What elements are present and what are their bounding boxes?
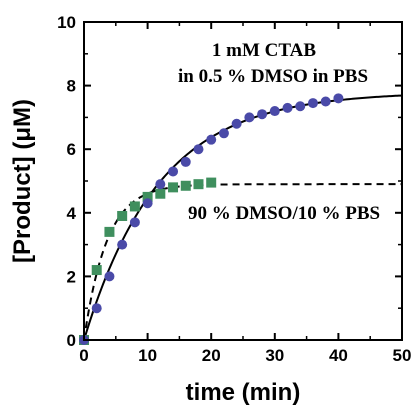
annotation-ctab-line1: 1 mM CTAB bbox=[212, 40, 316, 61]
x-tick-label: 30 bbox=[265, 346, 284, 365]
data-point-series-1 bbox=[117, 239, 128, 250]
data-point-series-1 bbox=[269, 106, 280, 117]
data-point-series-2 bbox=[91, 265, 102, 276]
fit-curve-series-1 bbox=[83, 94, 403, 341]
y-tick-label: 8 bbox=[67, 77, 76, 96]
data-point-series-2 bbox=[104, 226, 115, 237]
data-point-series-1 bbox=[333, 93, 344, 104]
data-point-series-1 bbox=[307, 98, 318, 109]
y-tick-label: 0 bbox=[67, 331, 76, 350]
data-point-series-1 bbox=[104, 271, 115, 282]
data-point-series-2 bbox=[129, 201, 140, 212]
data-point-series-1 bbox=[206, 134, 217, 145]
x-tick-label: 50 bbox=[393, 346, 412, 365]
plot-frame bbox=[83, 21, 403, 341]
data-point-series-1 bbox=[91, 303, 102, 314]
x-axis-title: time (min) bbox=[186, 379, 301, 406]
data-point-series-1 bbox=[282, 102, 293, 113]
data-point-series-2 bbox=[193, 179, 204, 190]
x-tick-label: 20 bbox=[202, 346, 221, 365]
annotation-dmso: 90 % DMSO/10 % PBS bbox=[188, 203, 380, 224]
data-point-series-1 bbox=[257, 109, 268, 120]
data-point-series-1 bbox=[129, 217, 140, 228]
y-tick-label: 4 bbox=[67, 204, 77, 223]
y-tick-label: 10 bbox=[57, 13, 76, 32]
data-point-series-1 bbox=[155, 179, 166, 190]
y-tick-labels: 0 2 4 6 8 10 bbox=[57, 13, 76, 350]
y-axis-title: [Product] (μM) bbox=[9, 99, 36, 263]
data-point-series-2 bbox=[142, 191, 153, 202]
data-point-series-1 bbox=[180, 156, 191, 167]
data-point-series-1 bbox=[231, 118, 242, 129]
data-point-series-2 bbox=[180, 180, 191, 191]
x-tick-label: 10 bbox=[138, 346, 157, 365]
x-tick-label: 40 bbox=[329, 346, 348, 365]
data-point-series-2 bbox=[155, 188, 166, 199]
data-point-series-2 bbox=[206, 177, 217, 188]
x-tick-label: 0 bbox=[79, 346, 88, 365]
data-point-series-1 bbox=[168, 166, 179, 177]
y-tick-label: 6 bbox=[67, 140, 76, 159]
data-point-series-1 bbox=[295, 101, 306, 112]
data-point-series-1 bbox=[218, 128, 229, 139]
x-tick-labels: 0 10 20 30 40 50 bbox=[79, 346, 411, 365]
fit-curves bbox=[83, 94, 403, 341]
y-tick-label: 2 bbox=[67, 267, 76, 286]
data-point-series-1 bbox=[320, 96, 331, 107]
data-point-series-1 bbox=[193, 144, 204, 155]
data-point-series-1 bbox=[142, 198, 153, 209]
data-point-series-2 bbox=[117, 210, 128, 221]
data-point-series-2 bbox=[168, 182, 179, 193]
data-point-series-1 bbox=[244, 112, 255, 123]
annotation-ctab-line2: in 0.5 % DMSO in PBS bbox=[178, 66, 368, 87]
